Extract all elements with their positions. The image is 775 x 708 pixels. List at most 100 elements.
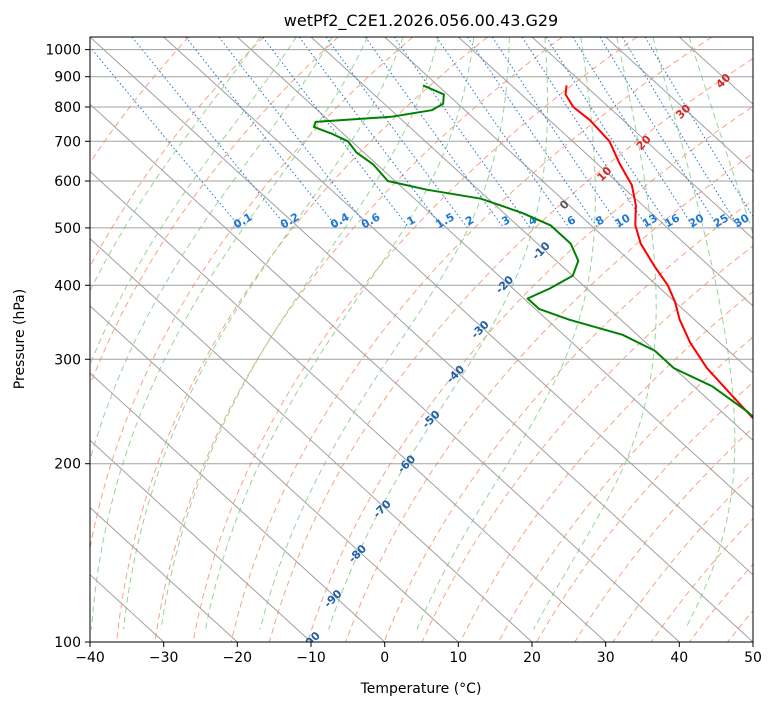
isotherm-label: -80 bbox=[346, 542, 369, 565]
y-axis-ticks: 100 200 300 400 500 600 700 800 900 1000 bbox=[45, 43, 90, 651]
moist-adiabat-line bbox=[205, 37, 475, 630]
mixing-ratio-label: 3 bbox=[499, 213, 512, 228]
x-axis-label: Temperature (°C) bbox=[360, 681, 482, 697]
mixing-ratio-line bbox=[521, 37, 649, 229]
isotherm-label: -90 bbox=[321, 587, 344, 610]
y-tick-label: 400 bbox=[54, 278, 81, 294]
isotherm-label: -10 bbox=[530, 239, 553, 262]
dry-adiabat-line bbox=[497, 336, 753, 642]
y-tick-label: 200 bbox=[54, 457, 81, 473]
isotherm-line bbox=[90, 372, 386, 642]
mixing-ratio-line bbox=[364, 37, 505, 229]
grid-lines bbox=[90, 37, 753, 642]
isotherm-line bbox=[310, 37, 753, 442]
mixing-ratio-line bbox=[262, 37, 410, 229]
isotherm-label: -50 bbox=[420, 407, 443, 430]
y-tick-label: 500 bbox=[54, 221, 81, 237]
mixing-ratio-label: 36 bbox=[752, 211, 772, 230]
x-tick-label: 0 bbox=[380, 650, 389, 666]
y-tick-label: 700 bbox=[54, 134, 81, 150]
y-tick-label: 600 bbox=[54, 174, 81, 190]
dry-adiabat-line bbox=[154, 37, 563, 642]
mixing-ratio-line bbox=[467, 37, 599, 229]
mixing-ratio-line bbox=[131, 37, 288, 229]
line-labels: 0.1 0.2 0.4 0.6 1 1.5 2 3 4 6 8 10 13 16 20 25 30 36-100-… bbox=[231, 71, 772, 642]
isotherm-line bbox=[384, 37, 753, 374]
isotherm-line bbox=[163, 37, 753, 576]
mixing-ratio-line bbox=[298, 37, 444, 229]
dry-adiabat-line bbox=[727, 610, 753, 642]
isotherm-line bbox=[90, 103, 680, 642]
x-tick-label: −10 bbox=[296, 650, 326, 666]
mixing-ratio-label: 8 bbox=[593, 213, 606, 228]
mixing-ratio-line bbox=[491, 37, 621, 229]
temperature-series-line bbox=[564, 85, 753, 420]
isotherm-label: -20 bbox=[493, 273, 516, 296]
dry-adiabat-line bbox=[574, 427, 753, 642]
x-tick-label: −30 bbox=[149, 650, 179, 666]
moist-adiabat-line bbox=[90, 37, 261, 292]
isotherm-label: 30 bbox=[673, 101, 693, 121]
isotherm-line bbox=[457, 37, 753, 307]
isotherm-line bbox=[90, 37, 753, 642]
isotherm-line bbox=[531, 37, 753, 240]
moist-adiabat-line bbox=[91, 37, 369, 630]
dewpoint-series-line bbox=[312, 84, 753, 419]
mixing-ratio-line bbox=[572, 37, 695, 229]
mixing-ratio-line bbox=[621, 37, 740, 229]
x-tick-label: 30 bbox=[597, 650, 615, 666]
isotherm-line bbox=[752, 37, 753, 38]
isotherm-label: -70 bbox=[371, 497, 394, 520]
y-axis-label: Pressure (hPa) bbox=[12, 289, 28, 389]
x-tick-label: 10 bbox=[449, 650, 467, 666]
plot-frame bbox=[89, 36, 754, 643]
dry-adiabat-line bbox=[90, 37, 264, 268]
isotherm-line bbox=[90, 305, 459, 642]
dry-adiabat-line bbox=[90, 37, 190, 164]
isotherm-line bbox=[236, 37, 753, 509]
y-tick-label: 300 bbox=[54, 352, 81, 368]
dry-adiabat-line bbox=[116, 37, 488, 642]
dry-adiabat-line bbox=[230, 37, 712, 642]
mixing-ratio-line bbox=[435, 37, 570, 229]
moist-adiabat-line bbox=[688, 37, 753, 236]
dry-adiabat-line bbox=[650, 517, 753, 642]
isotherm-line bbox=[605, 37, 753, 173]
x-tick-label: 40 bbox=[670, 650, 688, 666]
dry-adiabat-line bbox=[766, 37, 775, 642]
isotherm-label: -60 bbox=[395, 452, 418, 475]
isotherm-label: 0 bbox=[557, 197, 572, 212]
dry-adiabat-line bbox=[307, 105, 753, 642]
mixing-ratio-line bbox=[599, 37, 720, 229]
mixing-ratio-line bbox=[393, 37, 531, 229]
x-tick-label: 50 bbox=[744, 650, 762, 666]
mixing-ratio-line bbox=[325, 37, 468, 229]
x-tick-label: −20 bbox=[223, 650, 253, 666]
y-tick-label: 800 bbox=[54, 100, 81, 116]
moist-adiabat-line bbox=[123, 37, 404, 630]
isotherm-line bbox=[90, 439, 312, 642]
chart-title: wetPf2_C2E1.2026.056.00.43.G29 bbox=[284, 11, 558, 31]
mixing-ratio-line bbox=[218, 37, 369, 229]
isotherm-label: -30 bbox=[469, 318, 492, 341]
dry-adiabat-line bbox=[192, 37, 638, 642]
isotherm-label: 40 bbox=[713, 71, 733, 91]
moist-adiabat-line bbox=[652, 37, 736, 630]
dry-adiabat-line bbox=[268, 57, 753, 642]
x-tick-label: −40 bbox=[75, 650, 105, 666]
isotherm-line bbox=[90, 170, 607, 642]
y-tick-label: 1000 bbox=[45, 43, 81, 59]
moist-adiabat-line bbox=[328, 37, 548, 630]
y-tick-label: 100 bbox=[54, 635, 81, 651]
mixing-ratio-line bbox=[185, 37, 338, 229]
isotherm-line bbox=[90, 237, 533, 642]
dry-adiabat-line bbox=[688, 563, 753, 642]
profile-series bbox=[312, 84, 753, 420]
mixing-ratio-line bbox=[545, 37, 671, 229]
moist-adiabat-line bbox=[160, 37, 439, 630]
isotherm-line bbox=[90, 506, 238, 642]
dry-adiabat-line bbox=[536, 381, 753, 642]
mixing-ratio-line bbox=[90, 46, 242, 229]
x-tick-label: 20 bbox=[523, 650, 541, 666]
moist-adiabat-line bbox=[259, 37, 510, 630]
